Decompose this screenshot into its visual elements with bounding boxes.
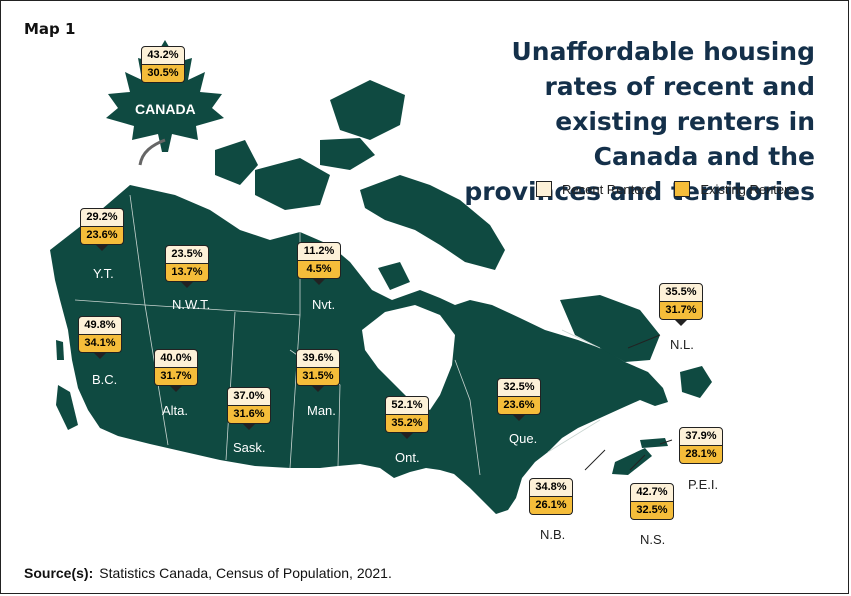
callout-nl: 35.5% 31.7% — [659, 283, 703, 326]
callout-pointer — [95, 244, 109, 251]
callout-existing: 23.6% — [80, 227, 124, 245]
label-ns: N.S. — [640, 532, 666, 547]
callout-sask: 37.0% 31.6% — [227, 387, 271, 430]
devon-island — [320, 138, 375, 170]
callout-recent: 52.1% — [385, 396, 429, 415]
mainland — [50, 185, 668, 514]
source-note: Source(s): Statistics Canada, Census of P… — [24, 565, 392, 581]
label-ont: Ont. — [395, 450, 420, 465]
callout-nb: 34.8% 26.1% — [529, 478, 573, 515]
callout-existing: 13.7% — [165, 264, 209, 282]
callout-pointer — [169, 385, 183, 392]
ellesmere-island — [330, 80, 405, 140]
callout-pointer — [311, 385, 325, 392]
legend-recent-swatch — [536, 181, 552, 197]
label-yt: Y.T. — [93, 266, 114, 281]
callout-recent: 39.6% — [296, 349, 340, 368]
callout-pointer — [512, 414, 526, 421]
legend-recent-label: Recent Renters — [562, 181, 653, 197]
label-alta: Alta. — [162, 403, 189, 418]
callout-man: 39.6% 31.5% — [296, 349, 340, 392]
hudson-bay — [362, 305, 455, 410]
callout-existing: 30.5% — [141, 65, 185, 83]
newfoundland — [680, 366, 712, 398]
label-nb: N.B. — [540, 527, 566, 542]
callout-recent: 37.9% — [679, 427, 723, 446]
callout-nvt: 11.2% 4.5% — [297, 242, 341, 285]
callout-alta: 40.0% 31.7% — [154, 349, 198, 392]
vancouver-island — [56, 385, 78, 430]
callout-existing: 28.1% — [679, 446, 723, 464]
callout-recent: 37.0% — [227, 387, 271, 406]
callout-existing: 31.6% — [227, 406, 271, 424]
callout-existing: 31.7% — [659, 302, 703, 320]
label-sask: Sask. — [233, 440, 266, 455]
leader-lines — [584, 334, 673, 471]
label-man: Man. — [307, 403, 336, 418]
callout-recent: 35.5% — [659, 283, 703, 302]
nova-scotia — [612, 448, 652, 475]
legend-recent: Recent Renters — [536, 181, 652, 197]
maple-leaf-stem — [138, 138, 166, 166]
source-label: Source(s): — [24, 565, 94, 581]
map-label: Map 1 — [24, 20, 76, 38]
legend-existing: Existing Renters — [674, 181, 795, 197]
legend-existing-label: Existing Renters — [700, 181, 795, 197]
callout-existing: 31.7% — [154, 368, 198, 386]
callout-pointer — [93, 352, 107, 359]
callout-pointer — [674, 319, 688, 326]
source-text: Statistics Canada, Census of Population,… — [99, 565, 392, 581]
callout-pointer — [180, 281, 194, 288]
baffin-island — [360, 175, 505, 270]
callout-yt: 29.2% 23.6% — [80, 208, 124, 251]
callout-recent: 11.2% — [297, 242, 341, 261]
callout-recent: 32.5% — [497, 378, 541, 397]
victoria-island — [255, 158, 330, 210]
borders — [74, 194, 601, 476]
callout-pointer — [242, 423, 256, 430]
callout-recent: 40.0% — [154, 349, 198, 368]
label-nl: N.L. — [670, 337, 694, 352]
callout-recent: 49.8% — [78, 316, 122, 335]
callout-ont: 52.1% 35.2% — [385, 396, 429, 439]
callout-pointer — [312, 278, 326, 285]
callout-recent: 42.7% — [630, 483, 674, 502]
label-pei: P.E.I. — [688, 477, 719, 492]
banks-island — [215, 140, 258, 185]
callout-canada: 43.2% 30.5% — [141, 46, 185, 83]
callout-existing: 4.5% — [297, 261, 341, 279]
callout-pointer — [400, 432, 414, 439]
callout-existing: 23.6% — [497, 397, 541, 415]
callout-pei: 37.9% 28.1% — [679, 427, 723, 464]
callout-recent: 29.2% — [80, 208, 124, 227]
callout-existing: 34.1% — [78, 335, 122, 353]
map-title: Unaffordable housing rates of recent and… — [464, 37, 815, 206]
callout-existing: 31.5% — [296, 368, 340, 386]
southampton-island — [378, 262, 410, 290]
haida-gwaii — [56, 340, 64, 360]
label-nvt: Nvt. — [312, 297, 336, 312]
callout-recent: 23.5% — [165, 245, 209, 264]
label-que: Que. — [509, 431, 538, 446]
legend-existing-swatch — [674, 181, 691, 197]
callout-que: 32.5% 23.6% — [497, 378, 541, 421]
callout-existing: 35.2% — [385, 415, 429, 433]
canada-label: CANADA — [135, 101, 196, 117]
callout-existing: 26.1% — [529, 497, 573, 515]
callout-existing: 32.5% — [630, 502, 674, 520]
callout-ns: 42.7% 32.5% — [630, 483, 674, 520]
callout-nwt: 23.5% 13.7% — [165, 245, 209, 288]
maple-leaf-icon — [106, 40, 224, 152]
callout-bc: 49.8% 34.1% — [78, 316, 122, 359]
callout-recent: 34.8% — [529, 478, 573, 497]
label-bc: B.C. — [92, 372, 118, 387]
callout-recent: 43.2% — [141, 46, 185, 65]
label-nwt: N.W.T. — [172, 297, 211, 312]
pei — [640, 438, 668, 448]
legend: Recent Renters Existing Renters — [536, 181, 817, 197]
